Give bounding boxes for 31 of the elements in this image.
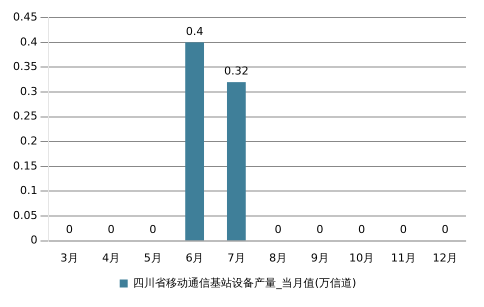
data-label: 0	[274, 223, 282, 236]
data-label: 0	[400, 223, 407, 236]
y-tick-label: 0	[30, 234, 38, 247]
y-tick-label: 0.15	[12, 159, 38, 172]
data-label: 0.4	[186, 24, 204, 38]
y-tick-label: 0.2	[20, 134, 38, 148]
data-label: 0	[442, 223, 449, 236]
y-tick-label: 0.3	[20, 84, 38, 98]
data-label: 0	[358, 223, 366, 236]
y-tick-label: 0.05	[12, 208, 38, 222]
x-tick-label: 12月	[432, 251, 458, 264]
y-tick-label: 0.4	[20, 35, 38, 48]
x-tick-label: 4月	[102, 251, 120, 264]
x-tick-label: 5月	[144, 251, 162, 264]
y-tick-label: 0.35	[12, 60, 38, 74]
data-label: 0	[149, 223, 156, 236]
y-tick-label: 0.25	[12, 110, 38, 123]
data-label: 0.32	[224, 64, 249, 78]
x-tick-label: 10月	[349, 251, 374, 264]
data-label: 0	[108, 223, 115, 236]
x-tick-label: 9月	[310, 251, 329, 264]
x-tick-label: 7月	[227, 251, 246, 264]
data-label: 0	[316, 223, 324, 236]
legend-label: 四川省移动通信基站设备产量_当月值(万信道)	[133, 276, 356, 290]
x-tick-label: 3月	[60, 251, 78, 264]
y-tick-label: 0.1	[20, 184, 38, 198]
x-tick-label: 8月	[269, 251, 288, 264]
x-tick-label: 6月	[186, 251, 204, 264]
x-tick-label: 11月	[390, 251, 416, 264]
data-label: 0	[66, 223, 73, 236]
y-tick-label: 0.45	[12, 10, 38, 24]
